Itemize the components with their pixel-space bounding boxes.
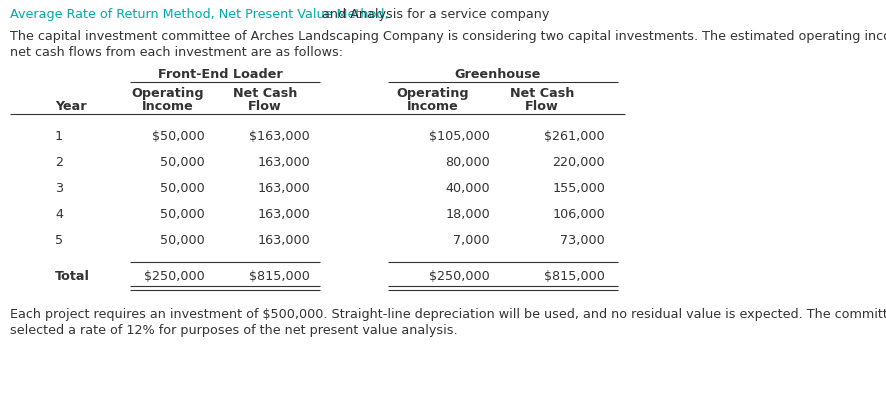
Text: 73,000: 73,000 [560,234,605,247]
Text: 50,000: 50,000 [160,208,205,221]
Text: Flow: Flow [525,100,559,113]
Text: $815,000: $815,000 [249,270,310,283]
Text: Net Cash: Net Cash [509,87,574,100]
Text: Income: Income [142,100,194,113]
Text: $250,000: $250,000 [429,270,490,283]
Text: Average Rate of Return Method, Net Present Value Method,: Average Rate of Return Method, Net Prese… [10,8,389,21]
Text: and Analysis for a service company: and Analysis for a service company [318,8,549,21]
Text: 220,000: 220,000 [552,156,605,169]
Text: net cash flows from each investment are as follows:: net cash flows from each investment are … [10,46,343,59]
Text: $105,000: $105,000 [429,130,490,143]
Text: 50,000: 50,000 [160,156,205,169]
Text: Flow: Flow [248,100,282,113]
Text: 1: 1 [55,130,63,143]
Text: 7,000: 7,000 [454,234,490,247]
Text: 40,000: 40,000 [446,182,490,195]
Text: Operating: Operating [397,87,470,100]
Text: Total: Total [55,270,90,283]
Text: 80,000: 80,000 [446,156,490,169]
Text: $261,000: $261,000 [544,130,605,143]
Text: 4: 4 [55,208,63,221]
Text: 50,000: 50,000 [160,234,205,247]
Text: Income: Income [408,100,459,113]
Text: Year: Year [55,100,87,113]
Text: 163,000: 163,000 [257,182,310,195]
Text: 155,000: 155,000 [552,182,605,195]
Text: 5: 5 [55,234,63,247]
Text: 106,000: 106,000 [552,208,605,221]
Text: 2: 2 [55,156,63,169]
Text: 163,000: 163,000 [257,208,310,221]
Text: 3: 3 [55,182,63,195]
Text: Net Cash: Net Cash [233,87,297,100]
Text: $250,000: $250,000 [144,270,205,283]
Text: Operating: Operating [132,87,205,100]
Text: 50,000: 50,000 [160,182,205,195]
Text: 163,000: 163,000 [257,156,310,169]
Text: Front-End Loader: Front-End Loader [158,68,283,81]
Text: $815,000: $815,000 [544,270,605,283]
Text: Each project requires an investment of $500,000. Straight-line depreciation will: Each project requires an investment of $… [10,308,886,321]
Text: Greenhouse: Greenhouse [455,68,540,81]
Text: 18,000: 18,000 [446,208,490,221]
Text: 163,000: 163,000 [257,234,310,247]
Text: The capital investment committee of Arches Landscaping Company is considering tw: The capital investment committee of Arch… [10,30,886,43]
Text: selected a rate of 12% for purposes of the net present value analysis.: selected a rate of 12% for purposes of t… [10,324,458,337]
Text: $50,000: $50,000 [152,130,205,143]
Text: $163,000: $163,000 [249,130,310,143]
